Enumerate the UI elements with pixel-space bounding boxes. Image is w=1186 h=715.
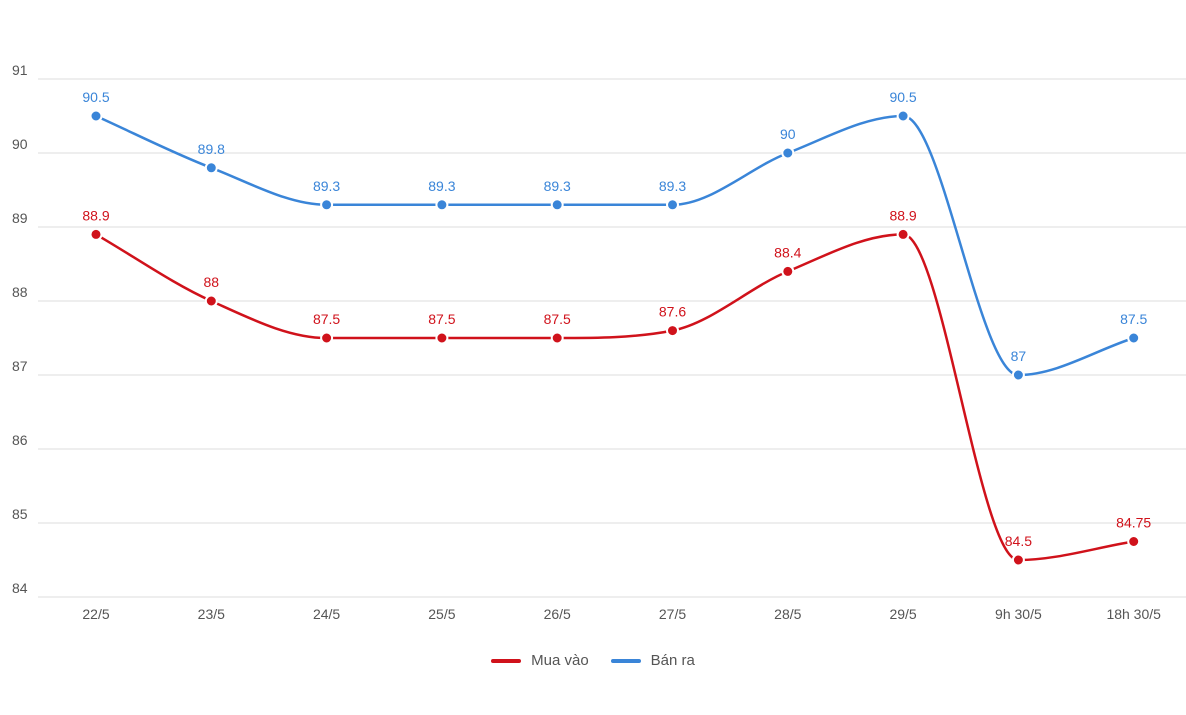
data-label-mua-vao: 88 (204, 274, 220, 290)
data-point-ban-ra[interactable] (435, 198, 449, 212)
series-line-mua-vao (95, 233, 1134, 562)
y-tick-label: 86 (12, 432, 28, 448)
x-tick-label: 29/5 (889, 606, 916, 622)
y-tick-label: 90 (12, 136, 28, 152)
x-tick-label: 28/5 (774, 606, 801, 622)
series-lines (95, 114, 1135, 562)
data-label-ban-ra: 87.5 (1120, 311, 1147, 327)
x-tick-label: 18h 30/5 (1106, 606, 1161, 622)
x-tick-label: 26/5 (544, 606, 571, 622)
x-axis: 22/5 23/5 24/5 25/5 26/5 27/5 28/5 29/5 9h 30/5 1… (82, 606, 1161, 622)
data-point-ban-ra[interactable] (320, 198, 334, 212)
x-tick-label: 24/5 (313, 606, 340, 622)
data-point-mua-vao[interactable] (89, 227, 103, 241)
y-tick-label: 85 (12, 506, 28, 522)
data-label-mua-vao: 87.6 (659, 304, 686, 320)
data-label-ban-ra: 89.3 (313, 178, 340, 194)
y-tick-label: 84 (12, 580, 28, 596)
data-point-mua-vao[interactable] (896, 227, 910, 241)
data-point-mua-vao[interactable] (666, 324, 679, 338)
y-tick-label: 87 (12, 358, 28, 374)
data-label-mua-vao: 84.5 (1005, 533, 1032, 549)
data-point-ban-ra[interactable] (1127, 331, 1141, 345)
data-label-ban-ra: 90.5 (889, 89, 916, 105)
data-point-mua-vao[interactable] (550, 331, 564, 345)
x-tick-label: 9h 30/5 (995, 606, 1042, 622)
data-labels: 88.9 88 87.5 87.5 87.5 87.6 88.4 88.9 84.5 84.75 9… (82, 89, 1151, 549)
data-point-ban-ra[interactable] (1011, 368, 1025, 382)
grid-lines (38, 78, 1186, 598)
legend-item-ban-ra[interactable]: Bán ra (610, 652, 695, 669)
data-label-mua-vao: 88.4 (774, 244, 801, 260)
data-point-mua-vao[interactable] (435, 331, 449, 345)
series-line-ban-ra (95, 114, 1135, 377)
data-label-mua-vao: 84.75 (1116, 515, 1151, 531)
data-point-ban-ra[interactable] (89, 109, 103, 123)
data-label-ban-ra: 90.5 (82, 89, 109, 105)
data-label-ban-ra: 89.3 (428, 178, 455, 194)
data-point-ban-ra[interactable] (781, 146, 795, 160)
x-tick-label: 27/5 (659, 606, 686, 622)
data-label-ban-ra: 89.3 (659, 178, 686, 194)
data-point-mua-vao[interactable] (1011, 553, 1025, 567)
data-point-mua-vao[interactable] (781, 264, 795, 278)
legend-label-ban-ra: Bán ra (650, 652, 695, 669)
y-tick-label: 91 (12, 62, 28, 78)
y-tick-label: 88 (12, 284, 28, 300)
data-label-mua-vao: 88.9 (82, 207, 109, 223)
data-label-mua-vao: 88.9 (889, 207, 916, 223)
data-point-mua-vao[interactable] (204, 294, 218, 308)
data-label-ban-ra: 89.8 (198, 141, 225, 157)
data-label-ban-ra: 89.3 (544, 178, 571, 194)
series-points (89, 109, 1141, 567)
legend: Mua vào Bán ra (0, 652, 1186, 669)
data-point-ban-ra[interactable] (204, 161, 218, 175)
legend-swatch-ban-ra (610, 658, 641, 663)
x-tick-label: 25/5 (428, 606, 455, 622)
x-tick-label: 22/5 (82, 606, 109, 622)
data-label-mua-vao: 87.5 (428, 311, 455, 327)
data-point-mua-vao[interactable] (320, 331, 334, 345)
data-point-ban-ra[interactable] (896, 109, 910, 123)
legend-swatch-mua-vao (491, 658, 522, 663)
data-label-ban-ra: 87 (1011, 348, 1027, 364)
legend-label-mua-vao: Mua vào (531, 652, 589, 669)
data-label-mua-vao: 87.5 (313, 311, 340, 327)
x-tick-label: 23/5 (198, 606, 225, 622)
data-point-mua-vao[interactable] (1127, 535, 1141, 548)
y-axis: 84 85 86 87 88 89 90 91 (12, 62, 28, 596)
data-point-ban-ra[interactable] (666, 198, 679, 212)
legend-item-mua-vao[interactable]: Mua vào (491, 652, 589, 669)
y-tick-label: 89 (12, 210, 28, 226)
data-label-mua-vao: 87.5 (544, 311, 571, 327)
data-point-ban-ra[interactable] (550, 198, 564, 212)
data-label-ban-ra: 90 (780, 126, 796, 142)
